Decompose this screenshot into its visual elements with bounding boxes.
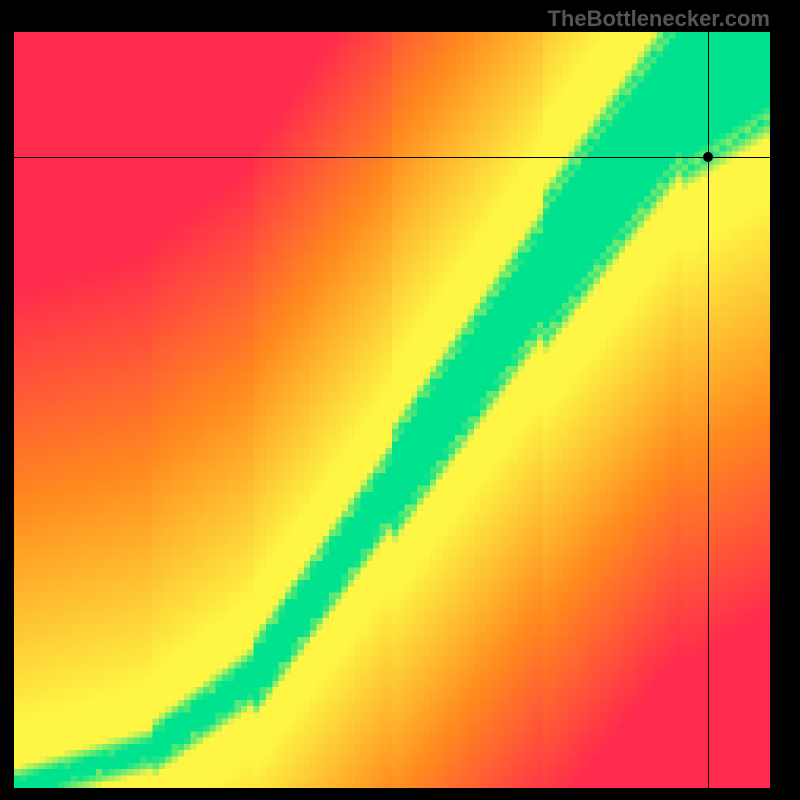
chart-container: TheBottlenecker.com bbox=[0, 0, 800, 800]
crosshair-vertical bbox=[708, 32, 709, 788]
crosshair-marker bbox=[703, 152, 713, 162]
watermark-text: TheBottlenecker.com bbox=[547, 6, 770, 32]
crosshair-horizontal bbox=[14, 157, 770, 158]
bottleneck-heatmap bbox=[14, 32, 770, 788]
